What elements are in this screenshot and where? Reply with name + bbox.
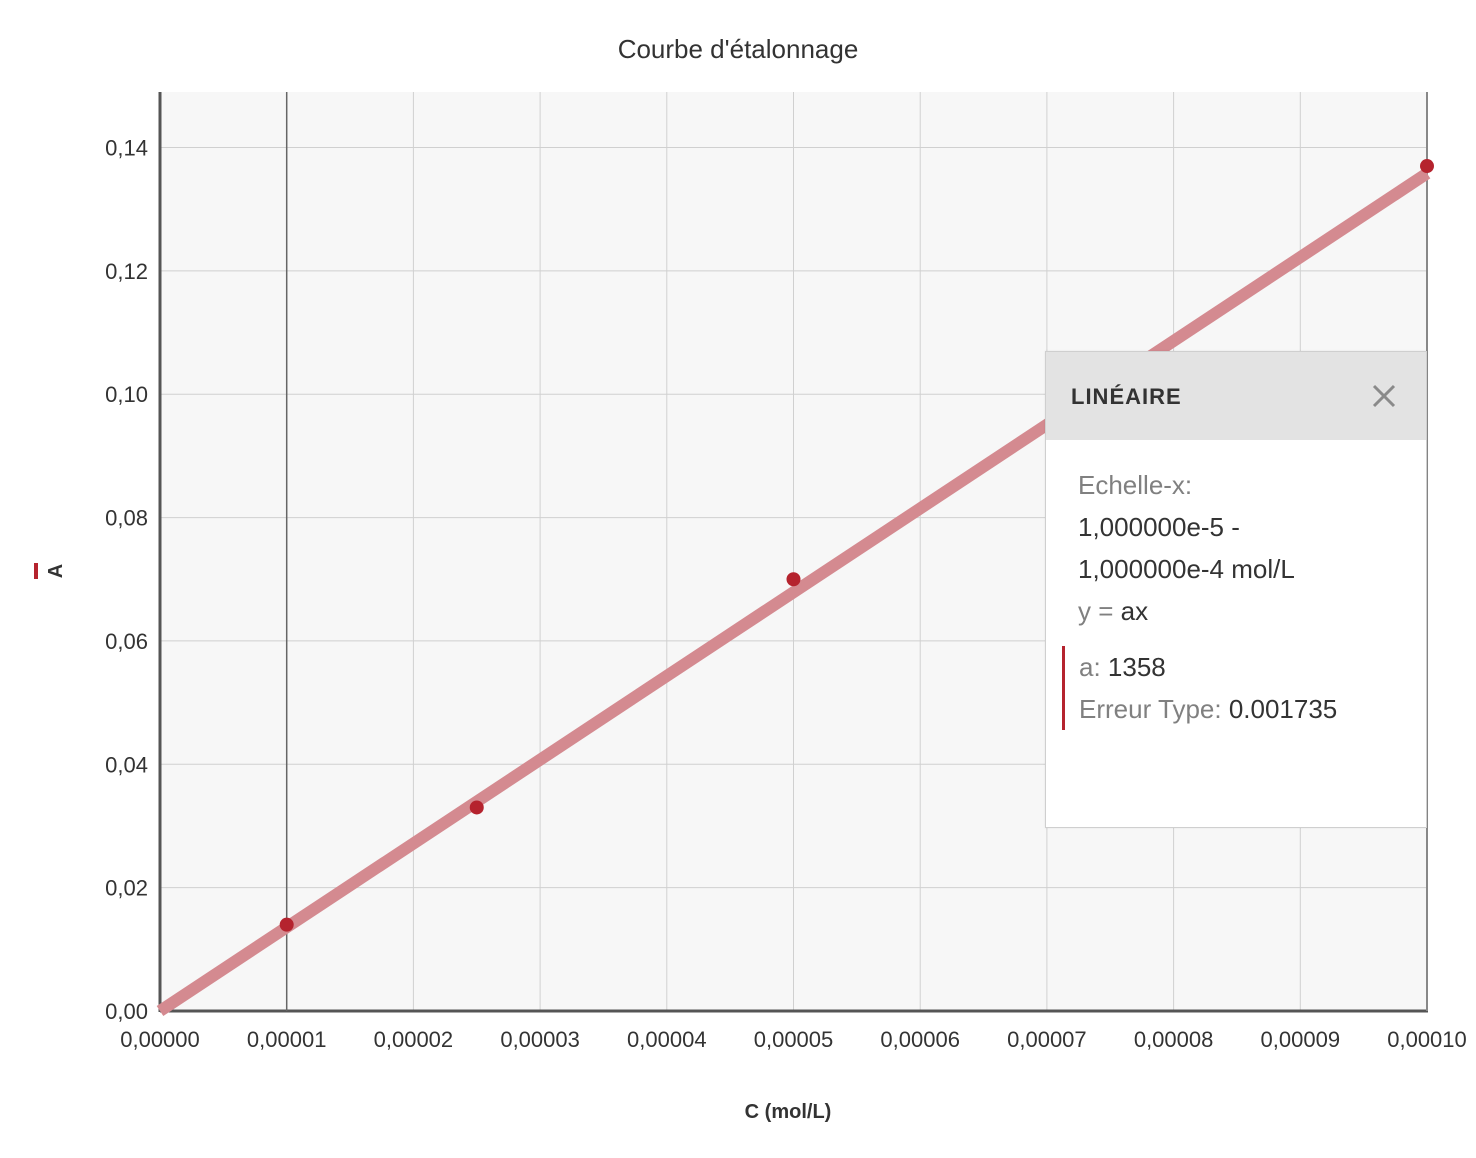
data-point[interactable] [786,572,801,587]
scale-label: Echelle-x: [1078,470,1193,500]
y-tick-label: 0,12 [105,259,148,284]
y-tick-label: 0,06 [105,629,148,654]
param-a-label: a: [1079,652,1108,682]
x-tick-label: 0,00008 [1134,1027,1214,1052]
data-point[interactable] [279,917,294,932]
x-tick-label: 0,00010 [1387,1027,1467,1052]
std-error-label: Erreur Type: [1079,694,1229,724]
fit-equation: y = ax [1078,590,1426,632]
equation-body: ax [1120,596,1149,626]
equation-prefix: y = [1078,596,1121,626]
fit-line [156,168,1431,1017]
x-tick-label: 0,00002 [374,1027,454,1052]
x-tick-label: 0,00001 [247,1027,327,1052]
y-series-swatch [34,563,38,579]
y-axis-title: A [45,564,67,578]
x-tick-label: 0,00000 [120,1027,200,1052]
y-tick-label: 0,08 [105,506,148,531]
chart-title: Courbe d'étalonnage [617,34,859,64]
fit-line-layer [156,168,1431,1017]
y-tick-label: 0,02 [105,876,148,901]
y-tick-label: 0,14 [105,136,148,161]
fit-panel-header: LINÉAIRE [1046,352,1426,440]
y-axis-title-group: A [34,563,67,579]
param-a: a: 1358 [1079,646,1426,688]
y-tick-label: 0,00 [105,999,148,1024]
fit-parameters: a: 1358 Erreur Type: 0.001735 [1062,646,1426,730]
fit-panel-body: Echelle-x: 1,000000e-5 - 1,000000e-4 mol… [1046,440,1426,730]
axes [158,92,1428,1013]
x-tick-label: 0,00003 [500,1027,580,1052]
x-tick-label: 0,00006 [880,1027,960,1052]
scale-range-line2: 1,000000e-4 mol/L [1078,554,1295,584]
param-a-value: 1358 [1107,652,1166,682]
x-axis-title: C (mol/L) [745,1101,832,1123]
x-tick-label: 0,00005 [754,1027,834,1052]
data-points [279,159,1434,932]
tick-labels: 0,00000 0,00001 0,00002 0,00003 0,00004 0,000… [105,136,1467,1052]
y-tick-label: 0,04 [105,752,148,777]
x-tick-label: 0,00004 [627,1027,707,1052]
param-std-error: Erreur Type: 0.001735 [1079,688,1426,730]
close-icon[interactable] [1370,382,1398,410]
x-tick-label: 0,00009 [1261,1027,1341,1052]
fit-panel-title: LINÉAIRE [1071,384,1182,409]
data-point[interactable] [469,800,484,815]
x-tick-label: 0,00007 [1007,1027,1087,1052]
data-point[interactable] [1420,159,1434,174]
std-error-value: 0.001735 [1228,694,1338,724]
fit-panel: LINÉAIRE Echelle-x: 1,000000e-5 - 1,0000… [1045,351,1427,828]
y-tick-label: 0,10 [105,382,148,407]
scale-range-line1: 1,000000e-5 - [1078,512,1240,542]
